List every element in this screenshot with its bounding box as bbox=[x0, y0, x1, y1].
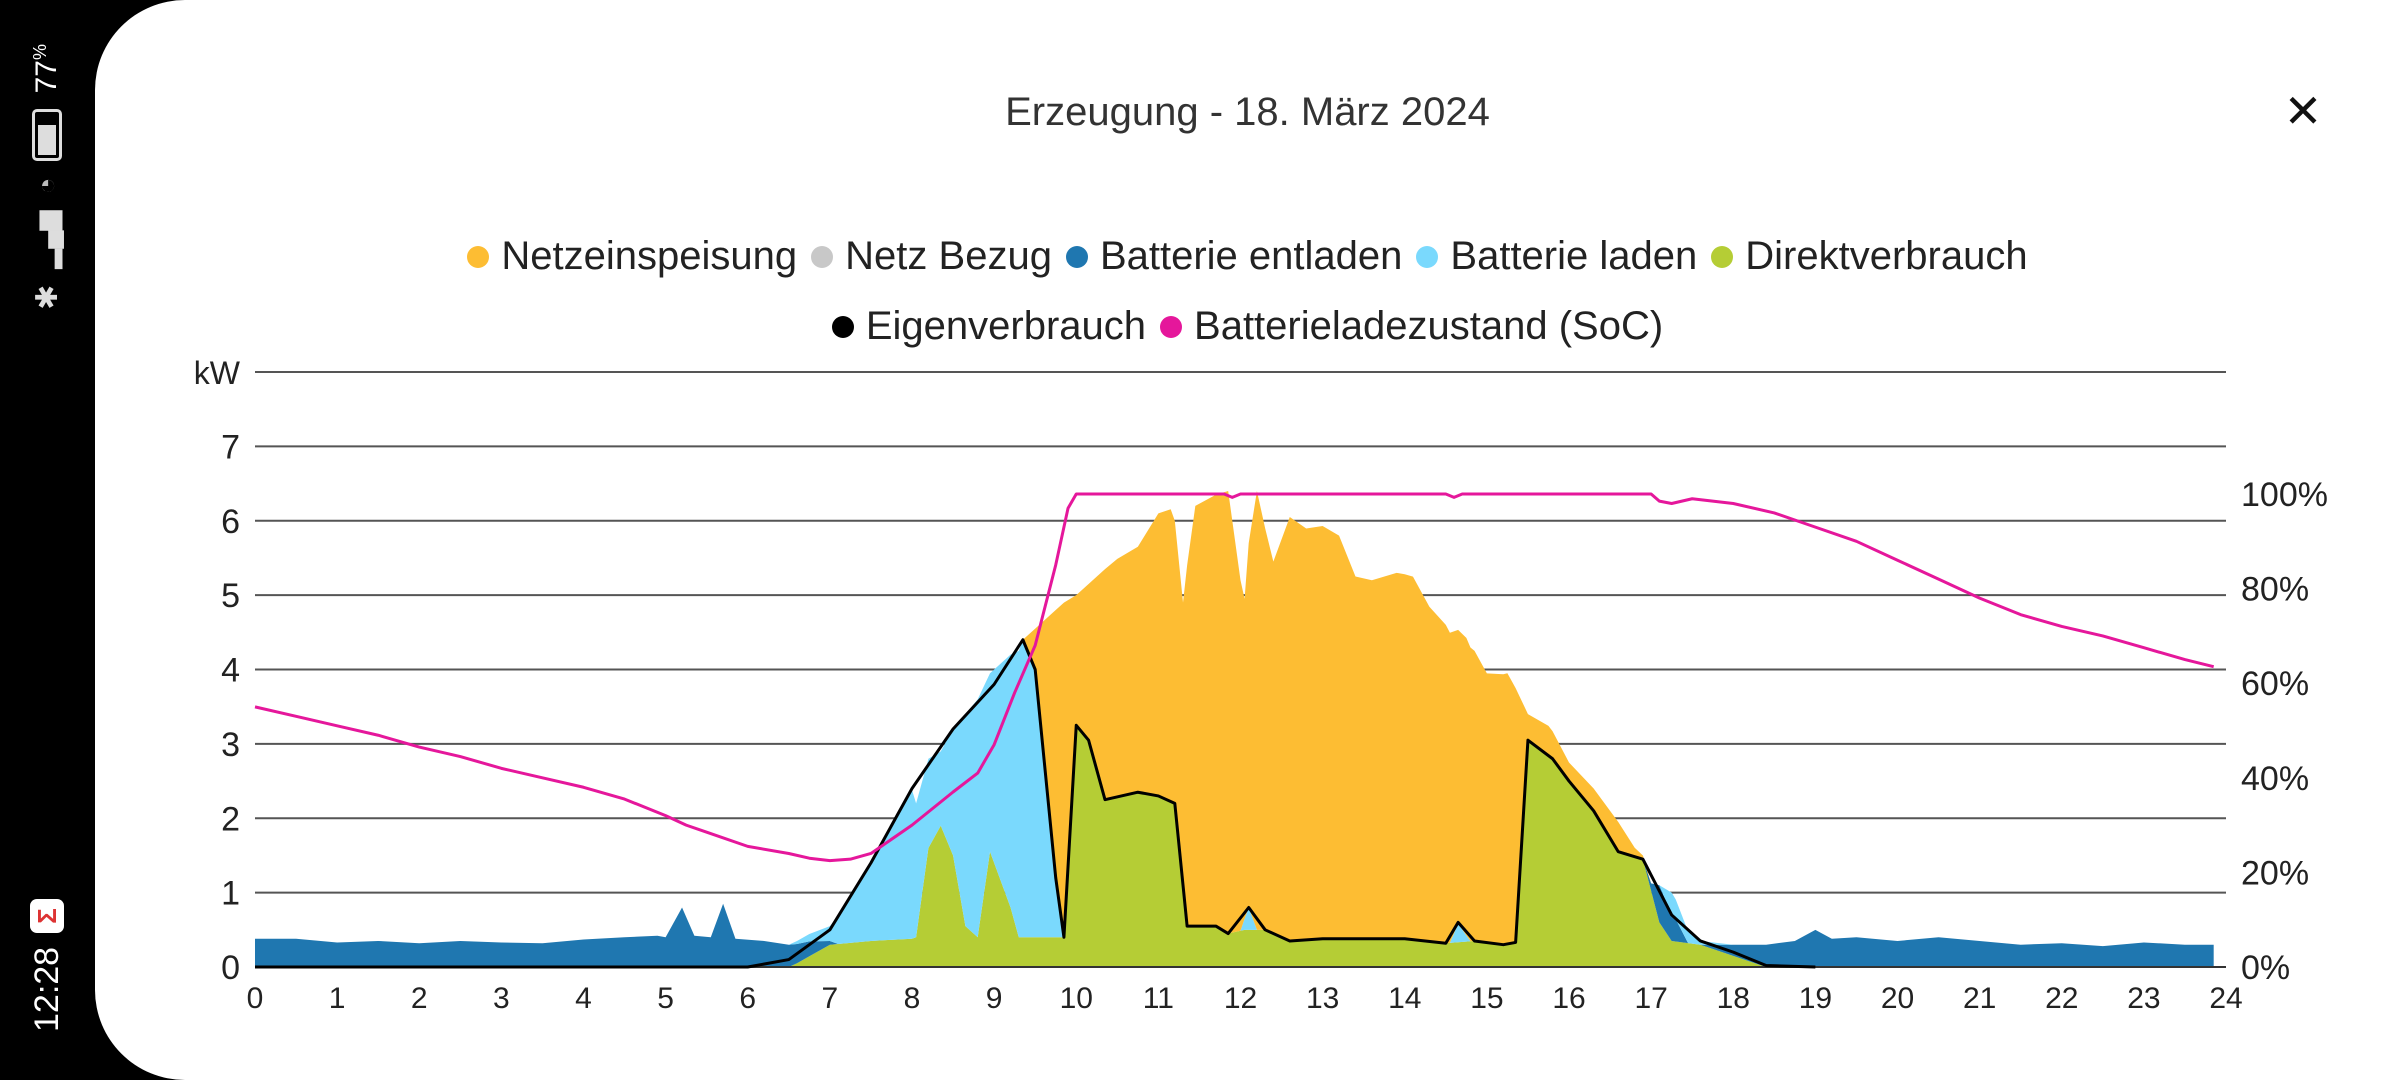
legend-netzeinspeisung[interactable]: Netzeinspeisung bbox=[467, 234, 797, 279]
legend-dot bbox=[831, 315, 854, 338]
y-tick-label: 4 bbox=[221, 652, 240, 690]
x-tick-label: 4 bbox=[575, 982, 592, 1015]
y-tick-label: 3 bbox=[221, 726, 240, 764]
legend-soc[interactable]: Batterieladezustand (SoC) bbox=[1160, 304, 1663, 349]
status-bar: 12:28 Σ ✱ ▂▄▆ ◔ 77% bbox=[0, 0, 95, 1080]
legend-dot bbox=[1711, 245, 1734, 268]
y2-tick-label: 0% bbox=[2241, 949, 2290, 987]
x-tick-label: 21 bbox=[1963, 982, 1996, 1015]
line-soc bbox=[254, 492, 2215, 863]
x-tick-label: 9 bbox=[986, 982, 1003, 1015]
x-tick-label: 22 bbox=[2045, 982, 2078, 1015]
x-tick-label: 13 bbox=[1306, 982, 1339, 1015]
legend-batterie-laden[interactable]: Batterie laden bbox=[1416, 234, 1697, 279]
x-tick-label: 20 bbox=[1881, 982, 1914, 1015]
legend-row-1: Netzeinspeisung Netz Bezug Batterie entl… bbox=[95, 234, 2400, 279]
x-tick-label: 5 bbox=[657, 982, 674, 1015]
x-tick-label: 3 bbox=[493, 982, 510, 1015]
x-tick-label: 2 bbox=[411, 982, 428, 1015]
x-tick-label: 23 bbox=[2127, 982, 2160, 1015]
y-tick-label: 5 bbox=[221, 577, 240, 615]
area-netzeinspeisung bbox=[255, 491, 2214, 947]
x-tick-label: 11 bbox=[1143, 982, 1174, 1015]
x-tick-label: 16 bbox=[1552, 982, 1585, 1015]
legend-row-2: Eigenverbrauch Batterieladezustand (SoC) bbox=[95, 304, 2400, 349]
y2-tick-label: 20% bbox=[2241, 854, 2309, 892]
legend-dot bbox=[1416, 245, 1439, 268]
legend-netz-bezug[interactable]: Netz Bezug bbox=[811, 234, 1052, 279]
legend-dot bbox=[1065, 245, 1088, 268]
close-icon: ✕ bbox=[2283, 85, 2323, 137]
page-title: Erzeugung - 18. März 2024 bbox=[1005, 90, 1490, 134]
x-tick-label: 10 bbox=[1060, 982, 1093, 1015]
x-tick-label: 8 bbox=[904, 982, 921, 1015]
x-tick-label: 0 bbox=[247, 982, 264, 1015]
area-batterie-entladen bbox=[255, 725, 2214, 967]
y-tick-label: 2 bbox=[221, 800, 240, 838]
y2-tick-label: 40% bbox=[2241, 760, 2309, 798]
y-tick-label: 7 bbox=[221, 428, 240, 466]
x-tick-label: 24 bbox=[2209, 982, 2242, 1015]
x-tick-label: 6 bbox=[739, 982, 756, 1015]
legend-eigenverbrauch[interactable]: Eigenverbrauch bbox=[831, 304, 1146, 349]
x-tick-label: 7 bbox=[822, 982, 839, 1015]
x-tick-label: 18 bbox=[1717, 982, 1750, 1015]
legend-dot bbox=[1160, 315, 1183, 338]
close-button[interactable]: ✕ bbox=[2278, 86, 2328, 136]
legend-dot bbox=[811, 245, 834, 268]
x-tick-label: 1 bbox=[329, 982, 346, 1015]
line-eigenverbrauch bbox=[255, 638, 1816, 969]
x-tick-label: 19 bbox=[1799, 982, 1832, 1015]
y2-tick-label: 80% bbox=[2241, 571, 2309, 609]
y-axis-label: kW bbox=[194, 355, 241, 391]
legend-batterie-entladen[interactable]: Batterie entladen bbox=[1065, 234, 1402, 279]
y-tick-label: 1 bbox=[221, 875, 240, 913]
y-tick-label: 0 bbox=[221, 949, 240, 987]
y2-tick-label: 60% bbox=[2241, 665, 2309, 703]
legend-direktverbrauch[interactable]: Direktverbrauch bbox=[1711, 234, 2028, 279]
y-tick-label: 6 bbox=[221, 503, 240, 541]
x-tick-label: 15 bbox=[1470, 982, 1503, 1015]
x-tick-label: 14 bbox=[1388, 982, 1421, 1015]
x-tick-label: 12 bbox=[1224, 982, 1257, 1015]
legend-dot bbox=[467, 245, 490, 268]
x-tick-label: 17 bbox=[1634, 982, 1667, 1015]
y2-tick-label: 100% bbox=[2241, 476, 2328, 514]
